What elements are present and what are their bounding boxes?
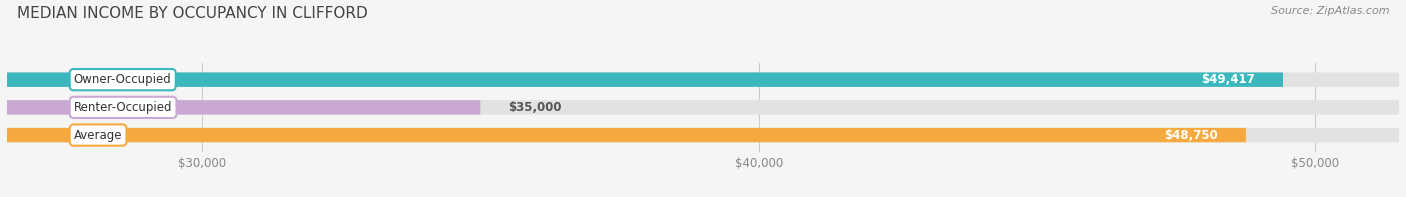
FancyBboxPatch shape [7,128,1399,142]
FancyBboxPatch shape [7,72,1284,87]
Text: Owner-Occupied: Owner-Occupied [75,73,172,86]
FancyBboxPatch shape [7,128,1246,142]
FancyBboxPatch shape [7,72,1399,87]
Text: Renter-Occupied: Renter-Occupied [75,101,173,114]
Text: $35,000: $35,000 [508,101,561,114]
FancyBboxPatch shape [7,100,1399,115]
Text: Average: Average [75,129,122,142]
FancyBboxPatch shape [7,100,481,115]
Text: MEDIAN INCOME BY OCCUPANCY IN CLIFFORD: MEDIAN INCOME BY OCCUPANCY IN CLIFFORD [17,6,367,21]
Text: Source: ZipAtlas.com: Source: ZipAtlas.com [1271,6,1389,16]
Text: $49,417: $49,417 [1201,73,1256,86]
Text: $48,750: $48,750 [1164,129,1218,142]
